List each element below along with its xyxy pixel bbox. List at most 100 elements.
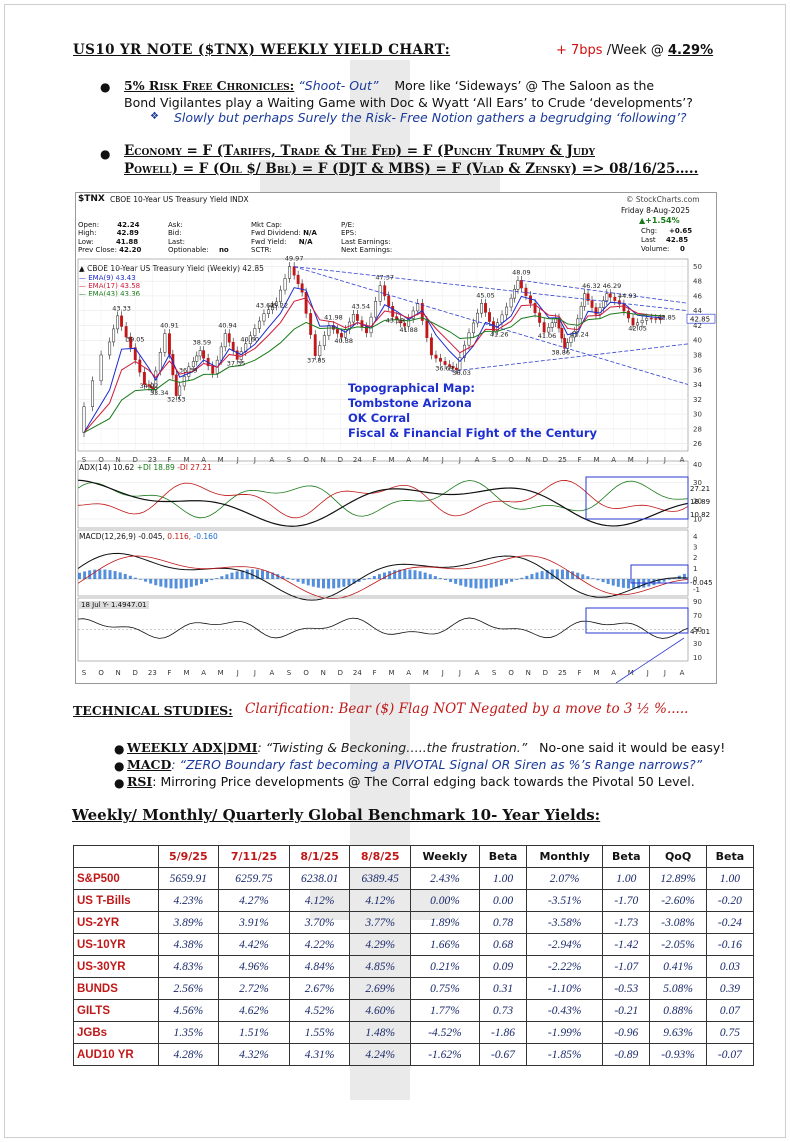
- row-label: US-2YR: [73, 911, 159, 934]
- y-tick-label: 2: [693, 554, 697, 562]
- macd-histogram-bar: [530, 574, 534, 579]
- table-cell: 1.89%: [410, 911, 480, 934]
- table-cell: 4.23%: [157, 889, 220, 912]
- chart-change-pct: ▲+1.54%: [639, 216, 680, 225]
- candle-body: [288, 266, 292, 279]
- price-label: 40.38: [334, 337, 353, 345]
- table-cell: 1.00: [705, 867, 755, 890]
- candle-body: [296, 274, 300, 284]
- price-label: 34.02: [140, 382, 159, 390]
- table-cell: -0.21: [602, 999, 651, 1022]
- candle-body: [505, 306, 509, 316]
- candle-body: [158, 352, 162, 372]
- table-cell: 0.73: [478, 999, 528, 1022]
- macd-histogram-bar: [235, 571, 239, 579]
- price-label: 38.86: [551, 348, 570, 356]
- y-tick-label: 36: [693, 366, 702, 374]
- macd-histogram-bar: [408, 569, 412, 579]
- y-tick-label: 34: [693, 381, 702, 389]
- x-tick-label: M: [594, 669, 600, 677]
- macd-histogram-bar: [164, 578, 168, 588]
- candle-body: [147, 384, 151, 387]
- price-label: 41.24: [570, 331, 589, 339]
- bullet-dot: ●: [100, 147, 111, 161]
- candle-body: [631, 317, 635, 326]
- macd-histogram-bar: [174, 578, 178, 589]
- bullet-text: More like ‘Sideways’ @ The Saloon as the: [394, 78, 655, 93]
- bullet-text-2: Bond Vigilantes play a Waiting Game with…: [124, 95, 693, 110]
- candle-body: [513, 289, 517, 299]
- adx-highlight-box: [585, 476, 689, 520]
- candle-body: [387, 295, 391, 307]
- y-tick-label: 42: [693, 322, 702, 330]
- yields-table: 5/9/25 7/11/25 8/1/25 8/8/25 Weekly Beta Month…: [73, 845, 755, 1066]
- candle-body: [355, 314, 359, 321]
- macd-histogram-bar: [428, 574, 432, 579]
- table-cell: -0.16: [705, 933, 755, 956]
- price-label: 45.22: [269, 302, 288, 310]
- adx-tag: 10.82: [690, 511, 710, 519]
- candle-body: [586, 293, 590, 301]
- table-cell: 4.62%: [218, 999, 290, 1022]
- macd-histogram-bar: [296, 578, 300, 582]
- x-tick-label: M: [218, 669, 224, 677]
- x-tick-label: D: [543, 669, 548, 677]
- candle-body: [640, 320, 644, 324]
- table-cell: 0.68: [478, 933, 528, 956]
- x-tick-label: F: [167, 456, 171, 464]
- x-tick-label: M: [389, 456, 395, 464]
- table-cell: 2.07%: [526, 867, 604, 890]
- y-tick-label: 30: [693, 640, 702, 648]
- macd-histogram-bar: [377, 574, 381, 579]
- last-label: Last: [641, 236, 656, 244]
- table-cell: 2.56%: [157, 977, 220, 1000]
- pdi-line: [77, 480, 689, 519]
- macd-histogram-bar: [342, 578, 346, 587]
- chart-symbol: $TNX: [78, 194, 105, 204]
- table-cell: -2.05%: [649, 933, 707, 956]
- x-tick-label: A: [680, 456, 685, 464]
- table-cell: -0.67: [478, 1043, 528, 1066]
- candle-body: [202, 350, 206, 359]
- candle-body: [112, 328, 116, 343]
- stockchart-panel: $TNX CBOE 10-Year US Treasury Yield INDX…: [75, 192, 717, 684]
- macd-histogram-bar: [98, 569, 102, 579]
- candle-body: [443, 361, 447, 365]
- macd-signal-line: [77, 555, 689, 600]
- macd-histogram-bar: [103, 569, 107, 579]
- table-cell: -0.07: [705, 1043, 755, 1066]
- price-label: 40.91: [160, 322, 179, 330]
- candle-body: [374, 301, 378, 318]
- macd-histogram-bar: [78, 572, 81, 579]
- price-label: 41.88: [399, 326, 418, 334]
- table-cell: 0.75%: [410, 977, 480, 1000]
- macd-histogram-bar: [306, 578, 310, 586]
- x-tick-label: 23: [148, 456, 157, 464]
- macd-histogram-bar: [210, 578, 214, 581]
- row-label: US T-Bills: [73, 889, 159, 912]
- table-cell: 4.84%: [288, 955, 351, 978]
- macd-histogram-bar: [189, 578, 193, 587]
- table-cell: 2.72%: [218, 977, 290, 1000]
- column-header: Weekly: [410, 845, 480, 868]
- adx-tag: 18.89: [690, 498, 710, 506]
- mdi-line: [77, 480, 689, 519]
- x-tick-label: M: [218, 456, 224, 464]
- table-row: JGBs 1.35% 1.51% 1.55% 1.48% -4.52% -1.86 -1.99…: [73, 1021, 755, 1044]
- macd-histogram-bar: [383, 572, 386, 579]
- x-tick-label: A: [680, 669, 685, 677]
- bullet-dot: ●: [100, 80, 111, 94]
- table-cell: 1.51%: [218, 1021, 290, 1044]
- x-tick-label: M: [594, 456, 600, 464]
- candle-body: [608, 293, 612, 298]
- table-cell: 1.55%: [288, 1021, 351, 1044]
- tech-item-macd: MACD: “ZERO Boundary fast becoming a PIV…: [127, 757, 703, 772]
- candle-body: [300, 283, 304, 293]
- price-label: 36.03: [452, 369, 471, 377]
- x-tick-label: F: [577, 456, 581, 464]
- y-tick-label: 0: [693, 575, 697, 583]
- table-row: BUNDS 2.56% 2.72% 2.67% 2.69% 0.75% 0.31 -1.10%…: [73, 977, 755, 1000]
- macd-histogram-bar: [128, 575, 132, 579]
- candle-body: [476, 312, 479, 324]
- table-cell: 1.00: [478, 867, 528, 890]
